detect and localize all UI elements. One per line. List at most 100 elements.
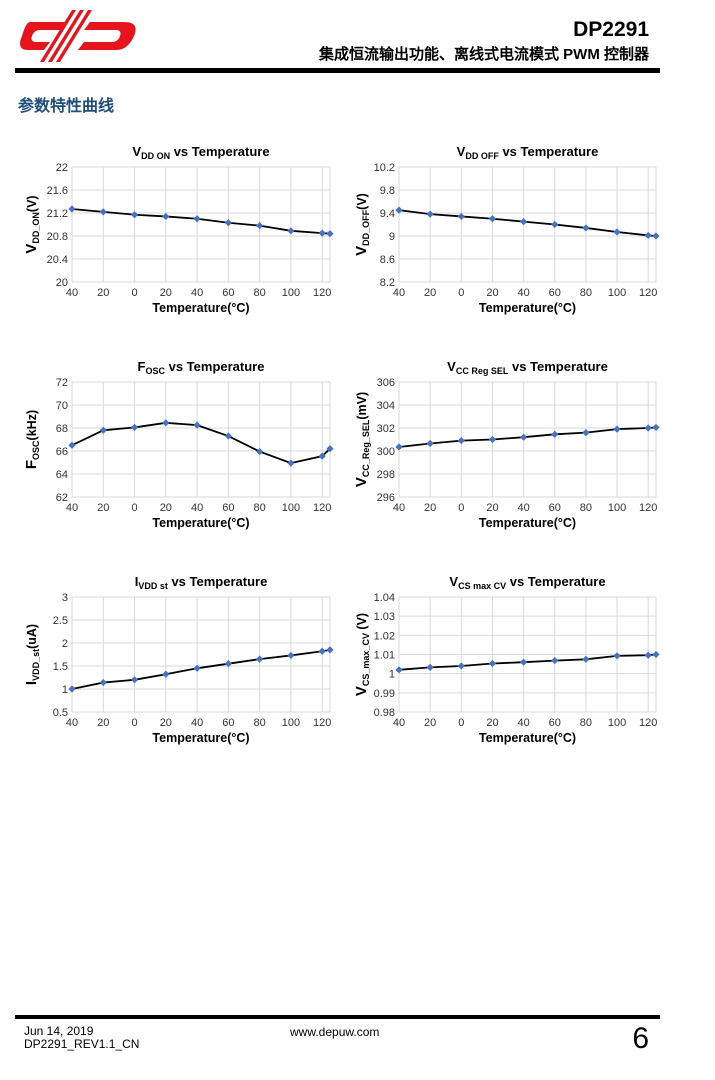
data-point	[488, 659, 497, 668]
x-axis-label: Temperature(°C)	[479, 301, 576, 315]
x-tick-label: 40	[66, 717, 78, 729]
chart-title: VDD OFF vs Temperature	[457, 144, 599, 161]
data-point	[130, 676, 139, 684]
y-tick-label: 3	[62, 592, 68, 604]
data-point	[193, 421, 201, 429]
data-point	[193, 664, 201, 672]
data-point	[224, 660, 232, 668]
y-tick-label: 298	[377, 469, 395, 481]
x-tick-label: 40	[66, 502, 78, 514]
data-point	[395, 666, 403, 674]
document-subtitle: 集成恒流输出功能、离线式电流模式 PWM 控制器	[319, 46, 649, 63]
data-point	[287, 227, 295, 235]
x-tick-label: 60	[549, 287, 561, 299]
y-tick-label: 1	[62, 684, 68, 696]
footer-website-link[interactable]: www.depuw.com	[290, 1025, 380, 1039]
y-tick-label: 2	[62, 638, 68, 650]
data-point	[426, 663, 434, 671]
x-tick-label: 60	[549, 717, 561, 729]
y-tick-label: 1.04	[374, 592, 395, 604]
series-line	[398, 653, 657, 671]
data-point	[582, 429, 590, 437]
data-point	[99, 426, 107, 434]
x-axis-label: Temperature(°C)	[152, 516, 249, 530]
x-tick-label: 40	[66, 287, 78, 299]
x-tick-label: 0	[458, 717, 464, 729]
data-point	[256, 447, 264, 456]
data-point	[520, 433, 528, 441]
data-point	[582, 224, 590, 232]
y-tick-label: 1.01	[374, 650, 395, 662]
data-point	[551, 657, 559, 665]
x-tick-label: 100	[282, 287, 300, 299]
header-divider	[15, 68, 660, 73]
data-point	[426, 210, 434, 218]
chart-title: IVDD st vs Temperature	[135, 574, 268, 591]
x-tick-label: 60	[549, 502, 561, 514]
chart-1: VDD ON vs Temperature 20 20.4 20.8 21.2 21.6 2…	[23, 144, 334, 315]
x-axis-label: Temperature(°C)	[152, 301, 249, 315]
y-tick-label: 9.4	[380, 208, 395, 220]
data-point	[287, 651, 295, 660]
x-tick-label: 40	[393, 502, 405, 514]
data-point	[582, 655, 590, 663]
y-tick-label: 20.4	[47, 254, 68, 266]
chart-title: VCS max CV vs Temperature	[449, 574, 605, 591]
x-tick-label: 20	[160, 287, 172, 299]
data-point	[551, 220, 559, 229]
x-tick-label: 40	[393, 287, 405, 299]
chart-title: VDD ON vs Temperature	[132, 144, 269, 161]
x-tick-label: 100	[282, 717, 300, 729]
y-tick-label: 2.5	[53, 615, 68, 627]
y-tick-label: 68	[56, 423, 68, 435]
series-line	[71, 649, 331, 690]
x-tick-label: 80	[580, 717, 592, 729]
data-point	[68, 205, 76, 213]
data-point	[652, 232, 660, 240]
chart-2: VDD OFF vs Temperature 8.2 8.6 9 9.4 9.8 10.2 4…	[353, 144, 660, 315]
footer-date: Jun 14, 2019	[24, 1024, 94, 1038]
y-tick-label: 20	[56, 277, 68, 289]
data-point	[68, 441, 76, 449]
y-tick-label: 0.98	[374, 707, 395, 719]
x-tick-label: 60	[222, 287, 234, 299]
x-tick-label: 0	[131, 287, 137, 299]
x-tick-label: 120	[313, 717, 331, 729]
y-tick-label: 8.6	[380, 254, 395, 266]
x-tick-label: 40	[517, 287, 529, 299]
x-tick-label: 100	[608, 502, 626, 514]
y-tick-label: 66	[56, 446, 68, 458]
y-axis-label: IVDD_st(uA)	[23, 624, 41, 685]
x-tick-label: 60	[222, 717, 234, 729]
data-point	[457, 437, 465, 445]
data-point	[613, 228, 621, 236]
x-tick-label: 80	[580, 287, 592, 299]
y-axis-label: VCC_Reg_SEL(mV)	[353, 392, 371, 487]
data-point	[256, 222, 264, 230]
x-tick-label: 0	[131, 717, 137, 729]
y-tick-label: 9.8	[380, 185, 395, 197]
data-point	[318, 452, 326, 460]
y-tick-label: 304	[377, 400, 395, 412]
data-point	[395, 206, 403, 214]
x-tick-label: 20	[160, 717, 172, 729]
x-tick-label: 120	[313, 287, 331, 299]
y-axis-label: FOSC(kHz)	[23, 410, 41, 469]
y-tick-label: 21.6	[47, 185, 68, 197]
data-point	[162, 419, 170, 427]
company-logo	[20, 10, 136, 62]
y-tick-label: 1.02	[374, 630, 395, 642]
x-tick-label: 20	[424, 717, 436, 729]
data-point	[287, 459, 295, 467]
document-title: DP2291	[573, 18, 649, 41]
x-tick-label: 40	[191, 502, 203, 514]
data-point	[162, 212, 170, 221]
chart-3: FOSC vs Temperature 62 64 66 68 70 72 40 20 0 20 40…	[23, 359, 334, 530]
data-point	[426, 439, 434, 448]
series-line	[398, 426, 657, 448]
data-point	[644, 651, 652, 659]
data-point	[99, 208, 107, 216]
data-point	[644, 424, 652, 432]
data-point	[551, 430, 559, 438]
y-tick-label: 0.99	[374, 688, 395, 700]
